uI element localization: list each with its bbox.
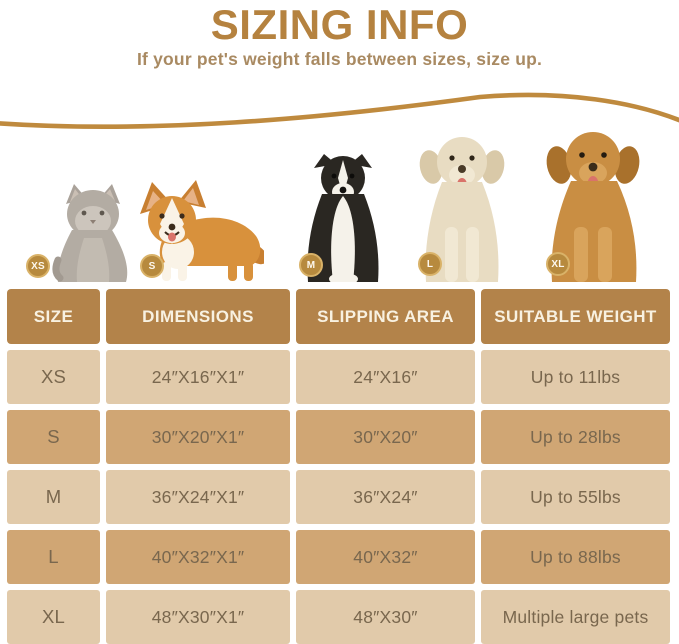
table-cell: 24″X16″	[296, 350, 475, 404]
table-cell: 40″X32″X1″	[106, 530, 290, 584]
decorative-swoosh-line	[0, 92, 679, 129]
table-cell: Up to 28lbs	[481, 410, 670, 464]
table-cell: 40″X32″	[296, 530, 475, 584]
table-cell: Up to 11lbs	[481, 350, 670, 404]
golden-retriever-illustration	[546, 132, 640, 282]
table-cell: 48″X30″X1″	[106, 590, 290, 644]
column-header-suitable-weight: SUITABLE WEIGHT	[481, 289, 670, 344]
table-cell: 36″X24″	[296, 470, 475, 524]
column-header-slipping-area: SLIPPING AREA	[296, 289, 475, 344]
table-cell: 36″X24″X1″	[106, 470, 290, 524]
column-header-size: SIZE	[7, 289, 100, 344]
corgi-illustration	[140, 180, 264, 281]
table-cell: 30″X20″	[296, 410, 475, 464]
size-badge-xs: XS	[26, 254, 50, 278]
border-collie-illustration	[307, 154, 379, 282]
table-cell: L	[7, 530, 100, 584]
table-cell: 24″X16″X1″	[106, 350, 290, 404]
cat-illustration	[52, 184, 128, 282]
column-header-dimensions: DIMENSIONS	[106, 289, 290, 344]
size-badge-m: M	[299, 253, 323, 277]
size-badge-xl: XL	[546, 252, 570, 276]
table-cell: 30″X20″X1″	[106, 410, 290, 464]
page-title: SIZING INFO	[210, 1, 469, 48]
sizing-table: SIZE DIMENSIONS SLIPPING AREA SUITABLE W…	[7, 289, 672, 644]
table-cell: XS	[7, 350, 100, 404]
table-cell: XL	[7, 590, 100, 644]
table-cell: S	[7, 410, 100, 464]
cream-golden-retriever-illustration	[419, 137, 505, 282]
page-subtitle: If your pet's weight falls between sizes…	[136, 49, 543, 69]
table-cell: Multiple large pets	[481, 590, 670, 644]
table-cell: 48″X30″	[296, 590, 475, 644]
size-badge-s: S	[140, 254, 164, 278]
table-cell: M	[7, 470, 100, 524]
table-cell: Up to 88lbs	[481, 530, 670, 584]
table-cell: Up to 55lbs	[481, 470, 670, 524]
size-badge-l: L	[418, 252, 442, 276]
